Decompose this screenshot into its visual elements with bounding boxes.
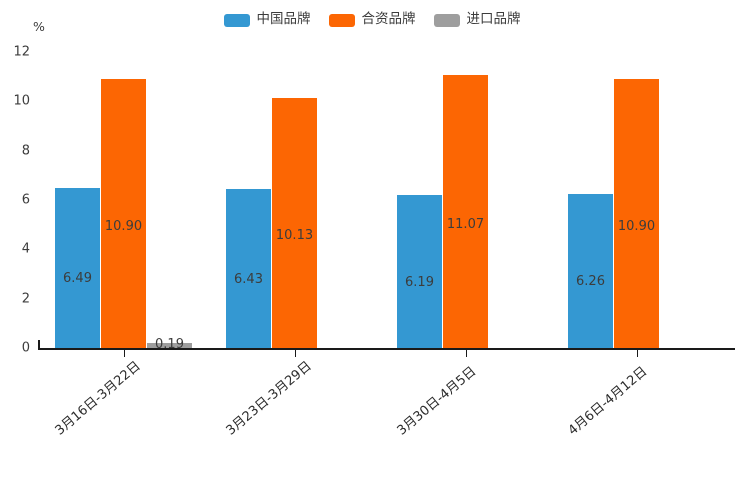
bar-value-label: 10.90 xyxy=(617,218,656,234)
y-axis-line xyxy=(38,340,40,349)
bar-value-label: 11.07 xyxy=(446,216,485,232)
y-axis-unit-label: % xyxy=(33,19,45,34)
y-tick-label: 4 xyxy=(21,241,30,257)
x-category-label: 3月23日-3月29日 xyxy=(223,358,315,439)
y-tick-label: 0 xyxy=(21,340,30,356)
bar-value-label: 10.90 xyxy=(104,218,143,234)
x-tick-mark xyxy=(466,349,468,357)
y-tick-label: 6 xyxy=(21,192,30,208)
bar[interactable]: 10.13 xyxy=(272,98,317,348)
bar[interactable]: 10.90 xyxy=(101,79,146,348)
y-tick-label: 2 xyxy=(21,291,30,307)
bar-value-label: 6.49 xyxy=(63,271,92,287)
y-tick-label: 8 xyxy=(21,143,30,159)
bar[interactable]: 6.43 xyxy=(226,189,271,348)
bar-value-label: 6.19 xyxy=(405,274,434,290)
legend-item-joint-venture-brand[interactable]: 合资品牌 xyxy=(328,11,416,28)
legend-swatch-china-brand xyxy=(223,13,250,27)
y-tick-label: 10 xyxy=(13,93,30,109)
bar[interactable]: 6.49 xyxy=(55,187,100,348)
bar[interactable]: 6.26 xyxy=(568,193,613,348)
bar-value-label: 6.43 xyxy=(234,271,263,287)
x-tick-mark xyxy=(124,349,126,357)
chart-legend: 中国品牌 合资品牌 进口品牌 xyxy=(0,10,744,30)
x-tick-mark xyxy=(637,349,639,357)
x-category-label: 3月30日-4月5日 xyxy=(394,364,480,439)
x-tick-mark xyxy=(295,349,297,357)
legend-swatch-joint-venture-brand xyxy=(328,13,355,27)
plot-area: 0 2 4 6 8 10 12 6.49 10.90 0.19 6.43 10.13 6.19 11.0… xyxy=(13,45,735,357)
y-tick-label: 12 xyxy=(13,44,30,60)
legend-label-joint-venture-brand: 合资品牌 xyxy=(361,11,416,28)
x-category-label: 4月6日-4月12日 xyxy=(565,364,651,439)
bar-value-label: 6.26 xyxy=(576,273,605,289)
bar[interactable]: 6.19 xyxy=(397,195,442,348)
bar-value-label: 10.13 xyxy=(275,228,314,244)
x-axis-line xyxy=(38,348,735,350)
bar[interactable]: 10.90 xyxy=(614,79,659,348)
legend-label-china-brand: 中国品牌 xyxy=(256,11,311,28)
x-category-label: 3月16日-3月22日 xyxy=(52,358,144,439)
legend-label-import-brand: 进口品牌 xyxy=(466,11,521,28)
legend-item-china-brand[interactable]: 中国品牌 xyxy=(223,11,311,28)
bar-value-label: 0.19 xyxy=(155,337,184,353)
legend-item-import-brand[interactable]: 进口品牌 xyxy=(433,11,521,28)
bar[interactable]: 11.07 xyxy=(443,74,488,348)
legend-swatch-import-brand xyxy=(433,13,460,27)
